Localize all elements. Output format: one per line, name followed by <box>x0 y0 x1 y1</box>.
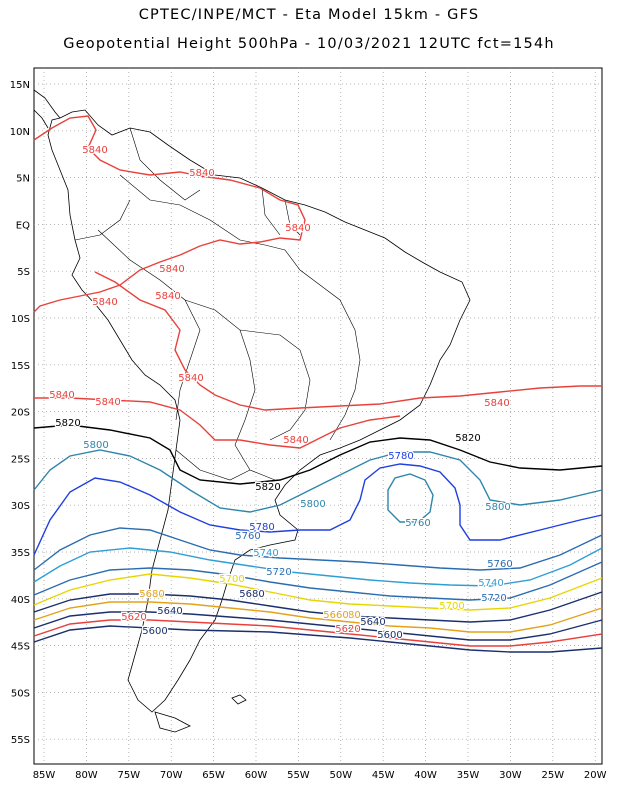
contour-5680 <box>33 591 603 623</box>
central-america-coastline <box>33 89 61 129</box>
contour-label: 5840 <box>159 264 184 275</box>
coastlines <box>33 89 471 733</box>
latitude-label: 25S <box>11 454 30 465</box>
longitude-label: 20W <box>584 770 607 781</box>
contour-label: 5720 <box>481 593 506 604</box>
latitude-label: 55S <box>11 735 30 746</box>
south-america-coastline <box>47 109 471 713</box>
contour-label: 5760 <box>487 559 512 570</box>
latitude-label: 5S <box>17 267 30 278</box>
contour-5640 <box>33 611 603 641</box>
contour-label: 5840 <box>95 397 120 408</box>
contour-label: 5800 <box>83 440 108 451</box>
contour-5780 <box>33 463 603 556</box>
latitude-label: 15N <box>10 80 30 91</box>
contour-label: 5680 <box>139 589 164 600</box>
contour-label: 5780 <box>388 451 413 462</box>
contour-label: 5600 <box>377 630 402 641</box>
longitude-label: 60W <box>245 770 268 781</box>
contour-5660 <box>33 601 603 633</box>
contour-label: 5800 <box>485 502 510 513</box>
latitude-label: 5N <box>16 174 30 185</box>
contour-label: 5720 <box>266 567 291 578</box>
country-borders <box>74 127 361 481</box>
contour-5820 <box>33 424 603 485</box>
contour-label: 5660 <box>323 610 348 621</box>
contour-label: 5640 <box>157 606 182 617</box>
latitude-label: 20S <box>11 408 30 419</box>
latitude-label: EQ <box>16 220 30 231</box>
contour-label: 5680 <box>239 589 264 600</box>
latitude-label: 35S <box>11 548 30 559</box>
contour-label: 5740 <box>253 548 278 559</box>
longitude-label: 40W <box>414 770 437 781</box>
latitude-labels: 15N 10N 5N EQ 5S 10S 15S 20S 25S 30S 35S 40S 45S 50S 5… <box>10 80 30 746</box>
map-subtitle: Geopotential Height 500hPa - 10/03/2021 … <box>63 36 555 52</box>
contour-label: 5840 <box>155 291 180 302</box>
latitude-label: 15S <box>11 361 30 372</box>
latitude-label: 45S <box>11 642 30 653</box>
falkland-islands <box>231 694 247 705</box>
contour-label: 5740 <box>478 578 503 589</box>
contour-label: 5840 <box>285 223 310 234</box>
contour-label: 5600 <box>142 626 167 637</box>
contour-5740 <box>33 547 603 587</box>
tierra-del-fuego <box>154 711 191 733</box>
longitude-label: 80W <box>75 770 98 781</box>
longitude-label: 55W <box>287 770 310 781</box>
contour-label: 5620 <box>335 624 360 635</box>
contour-label: 5840 <box>49 390 74 401</box>
contour-5700 <box>33 573 603 611</box>
longitude-labels: 85W 80W 75W 70W 65W 60W 55W 50W 45W 40W 35W 30W 25W 2… <box>33 770 607 781</box>
contour-5760-closed <box>387 473 434 523</box>
contour-5800 <box>33 449 603 513</box>
contour-5840-south <box>34 397 401 449</box>
latitude-label: 50S <box>11 688 30 699</box>
contour-label: 5820 <box>455 433 480 444</box>
map-frame <box>33 67 603 765</box>
contour-label: 5760 <box>235 531 260 542</box>
contour-label: 5840 <box>92 297 117 308</box>
contour-label: 5840 <box>82 145 107 156</box>
contour-label: 5780 <box>249 522 274 533</box>
longitude-label: 70W <box>160 770 183 781</box>
contour-label: 5620 <box>121 612 146 623</box>
longitude-label: 75W <box>117 770 140 781</box>
latitude-label: 40S <box>11 595 30 606</box>
contour-label: 5680 <box>335 610 360 621</box>
contour-label: 5640 <box>360 617 385 628</box>
latitude-label: 10N <box>10 127 30 138</box>
contour-label: 5800 <box>300 499 325 510</box>
latitude-label: 10S <box>11 314 30 325</box>
contour-5760 <box>33 527 603 571</box>
contour-label: 5700 <box>439 601 464 612</box>
contour-label: 5840 <box>484 398 509 409</box>
longitude-label: 35W <box>457 770 480 781</box>
contour-5840-north <box>33 115 306 313</box>
contour-label: 5760 <box>405 518 430 529</box>
contour-label: 5820 <box>255 482 280 493</box>
contour-label: 5840 <box>283 435 308 446</box>
longitude-label: 50W <box>329 770 352 781</box>
contour-5620 <box>33 619 603 647</box>
contour-label: 5840 <box>178 373 203 384</box>
longitude-label: 30W <box>499 770 522 781</box>
graticule <box>34 68 602 764</box>
contour-label: 5700 <box>219 574 244 585</box>
contour-lines <box>33 115 603 653</box>
longitude-label: 85W <box>33 770 56 781</box>
contour-5840-mid <box>94 271 602 411</box>
longitude-label: 45W <box>372 770 395 781</box>
map-title: CPTEC/INPE/MCT - Eta Model 15km - GFS <box>138 7 480 23</box>
contour-label: 5820 <box>55 418 80 429</box>
contour-5720 <box>33 561 603 601</box>
contour-5600 <box>33 625 603 653</box>
longitude-label: 25W <box>541 770 564 781</box>
contour-labels: 5840 5840 5840 5840 5840 5840 5840 5840 5840 5840… <box>48 144 514 643</box>
contour-label: 5840 <box>189 168 214 179</box>
latitude-label: 30S <box>11 501 30 512</box>
longitude-label: 65W <box>202 770 225 781</box>
